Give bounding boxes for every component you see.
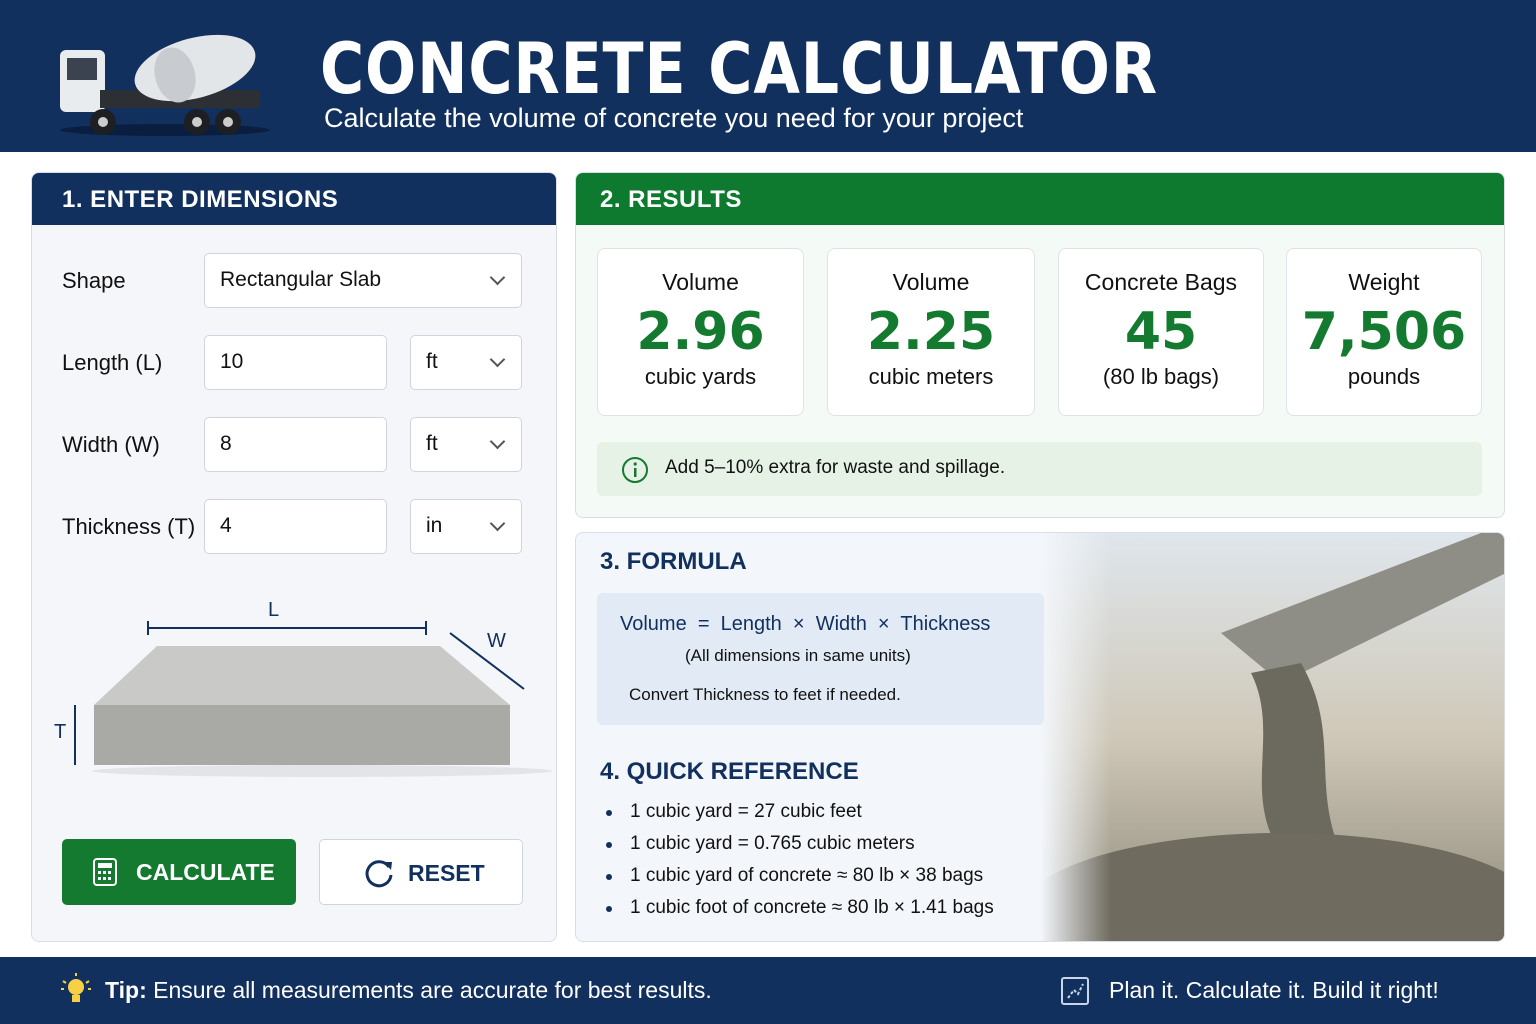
results-heading: 2. RESULTS — [576, 173, 1504, 225]
result-card-bags: Concrete Bags 45 (80 lb bags) — [1058, 248, 1264, 416]
info-icon — [622, 457, 648, 483]
width-marker: W — [487, 630, 506, 652]
blueprint-icon — [1061, 977, 1089, 1005]
chevron-down-icon — [489, 433, 506, 450]
dimensions-heading: 1. ENTER DIMENSIONS — [32, 173, 556, 225]
formula-heading: 3. FORMULA — [600, 548, 747, 575]
card-title: Concrete Bags — [1084, 269, 1238, 295]
thickness-unit-value: in — [426, 514, 443, 537]
slab-diagram — [74, 621, 552, 777]
truck-icon — [60, 34, 270, 136]
chevron-down-icon — [489, 351, 506, 368]
length-label: Length (L) — [62, 350, 163, 375]
reference-list: 1 cubic yard = 27 cubic feet 1 cubic yar… — [602, 801, 994, 929]
card-title: Volume — [892, 269, 970, 295]
waste-note-text: Add 5–10% extra for waste and spillage. — [665, 457, 1006, 478]
page-title: CONCRETE CALCULATOR — [320, 28, 1158, 110]
length-input[interactable]: 10 — [204, 335, 387, 390]
card-title: Weight — [1348, 269, 1420, 295]
shape-value: Rectangular Slab — [220, 268, 382, 291]
card-title: Volume — [662, 269, 739, 295]
list-item: 1 cubic foot of concrete ≈ 80 lb × 1.41 … — [602, 897, 994, 919]
calculate-button[interactable]: CALCULATE — [62, 839, 296, 905]
dimensions-panel: 1. ENTER DIMENSIONS Shape Rectangular Sl… — [31, 172, 557, 942]
shape-label: Shape — [62, 268, 126, 293]
length-marker: L — [268, 599, 280, 621]
page-subtitle: Calculate the volume of concrete you nee… — [324, 103, 1024, 133]
thickness-label: Thickness (T) — [62, 514, 196, 539]
thickness-unit-select[interactable]: in — [410, 499, 522, 554]
reset-button[interactable]: RESET — [319, 839, 523, 905]
list-item: 1 cubic yard = 27 cubic feet — [602, 801, 994, 823]
formula-note: Convert Thickness to feet if needed. — [629, 685, 901, 704]
result-card-cubic-yards: Volume 2.96 cubic yards — [597, 248, 804, 416]
calculate-label: CALCULATE — [136, 859, 275, 885]
reference-heading: 4. QUICK REFERENCE — [600, 758, 859, 785]
lightbulb-icon — [61, 973, 91, 1002]
result-card-weight: Weight 7,506 pounds — [1286, 248, 1482, 416]
card-unit: pounds — [1347, 364, 1421, 389]
chevron-down-icon — [489, 515, 506, 532]
thickness-marker: T — [54, 721, 67, 743]
formula-panel: 3. FORMULA Volume = Length × Width × Thi… — [575, 532, 1505, 942]
card-value: 7,506 — [1301, 302, 1467, 362]
concrete-pour-photo — [1041, 533, 1504, 941]
header: CONCRETE CALCULATOR Calculate the volume… — [0, 0, 1536, 152]
card-value: 2.25 — [866, 302, 996, 362]
thickness-input[interactable]: 4 — [204, 499, 387, 554]
card-unit: cubic yards — [644, 364, 757, 389]
formula-subtext: (All dimensions in same units) — [685, 646, 911, 665]
formula-equation: Volume = Length × Width × Thickness — [620, 613, 991, 635]
reset-label: RESET — [408, 860, 485, 886]
waste-note: Add 5–10% extra for waste and spillage. — [597, 442, 1482, 496]
calculator-icon — [93, 858, 117, 886]
width-unit-select[interactable]: ft — [410, 417, 522, 472]
footer: Tip: Ensure all measurements are accurat… — [0, 957, 1536, 1024]
slogan: Plan it. Calculate it. Build it right! — [1109, 977, 1439, 1003]
tip-body: Ensure all measurements are accurate for… — [146, 977, 712, 1003]
card-unit: (80 lb bags) — [1102, 364, 1220, 389]
card-value: 2.96 — [636, 302, 765, 362]
width-input[interactable]: 8 — [204, 417, 387, 472]
length-unit-select[interactable]: ft — [410, 335, 522, 390]
tip-text: Tip: Ensure all measurements are accurat… — [105, 977, 712, 1004]
list-item: 1 cubic yard = 0.765 cubic meters — [602, 833, 994, 855]
width-unit-value: ft — [426, 432, 438, 455]
list-item: 1 cubic yard of concrete ≈ 80 lb × 38 ba… — [602, 865, 994, 887]
result-card-cubic-meters: Volume 2.25 cubic meters — [827, 248, 1035, 416]
chevron-down-icon — [489, 269, 506, 286]
card-value: 45 — [1124, 302, 1198, 362]
card-unit: cubic meters — [868, 364, 994, 389]
tip-label: Tip: — [105, 977, 147, 1003]
formula-box: Volume = Length × Width × Thickness (All… — [597, 593, 1044, 725]
refresh-icon — [365, 860, 393, 888]
length-unit-value: ft — [426, 350, 438, 373]
width-label: Width (W) — [62, 432, 160, 457]
shape-select[interactable]: Rectangular Slab — [204, 253, 522, 308]
